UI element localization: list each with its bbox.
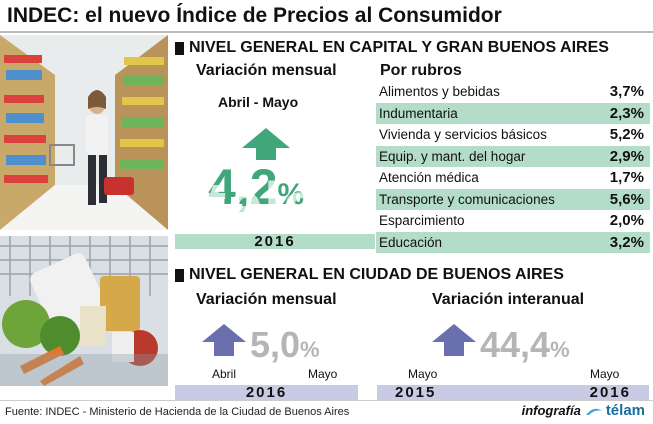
- title-divider: [0, 31, 653, 33]
- section2-header: NIVEL GENERAL EN CIUDAD DE BUENOS AIRES: [175, 266, 564, 284]
- rubro-name: Alimentos y bebidas: [379, 84, 500, 100]
- section1-period: Abril - Mayo: [218, 94, 299, 110]
- rubro-row: Educación 3,2%: [376, 231, 650, 253]
- rubro-value: 3,2%: [609, 233, 644, 251]
- section1-value-number: 4,2: [208, 159, 278, 215]
- rubro-row: Transporte y comunicaciones 5,6%: [376, 188, 650, 210]
- telam-logo-icon: [585, 408, 602, 415]
- rubro-value: 1,7%: [609, 169, 644, 187]
- watermark: télam: [205, 169, 378, 241]
- section2-annual-year-band: 2015 2016: [377, 384, 649, 401]
- rubro-value: 3,7%: [609, 83, 644, 101]
- rubro-value: 2,3%: [609, 104, 644, 122]
- rubro-value: 2,9%: [609, 147, 644, 165]
- section2-monthly-from: Abril: [212, 367, 237, 381]
- section2-annual-number: 44,4: [480, 324, 551, 365]
- section2-annual-to: Mayo: [590, 367, 620, 381]
- section1-header: NIVEL GENERAL EN CAPITAL Y GRAN BUENOS A…: [175, 39, 609, 57]
- section2-monthly-number: 5,0: [250, 324, 301, 365]
- section2-monthly-year: 2016: [245, 384, 288, 401]
- section2-annual-value: 44,4%: [480, 324, 570, 366]
- section1-up-arrow-icon: [242, 128, 290, 160]
- rubro-name: Atención médica: [379, 170, 479, 186]
- rubro-row: Esparcimiento 2,0%: [376, 210, 650, 232]
- rubro-row: Vivienda y servicios básicos 5,2%: [376, 124, 650, 146]
- rubro-value: 5,2%: [609, 126, 644, 144]
- section2-monthly-unit: %: [300, 337, 320, 362]
- supermarket-photo: [0, 35, 168, 230]
- rubros-table: Alimentos y bebidas 3,7% Indumentaria 2,3% V…: [376, 81, 650, 253]
- section2-annual-unit: %: [550, 337, 570, 362]
- credit-brand: télam: [605, 402, 645, 419]
- section1-year-band: 2016: [175, 233, 375, 250]
- rubros-title: Por rubros: [380, 62, 462, 79]
- section1-value: 4,2%: [208, 158, 304, 216]
- section2-annual-up-arrow-icon: [432, 324, 476, 356]
- section2-annual-year-from: 2015: [395, 384, 437, 401]
- rubro-row: Atención médica 1,7%: [376, 167, 650, 189]
- section2-monthly-year-band: 2016: [175, 384, 358, 401]
- section1-monthly-label: Variación mensual: [196, 62, 337, 79]
- rubro-row: Equip. y mant. del hogar 2,9%: [376, 145, 650, 167]
- page-title: INDEC: el nuevo Índice de Precios al Con…: [7, 4, 502, 27]
- section1-value-unit: %: [277, 178, 305, 211]
- credit-prefix: infografía: [521, 403, 581, 418]
- shopping-cart-photo: [0, 236, 168, 386]
- rubro-value: 5,6%: [609, 190, 644, 208]
- rubro-name: Transporte y comunicaciones: [379, 191, 555, 207]
- section1-year: 2016: [254, 233, 296, 250]
- rubro-name: Equip. y mant. del hogar: [379, 148, 526, 164]
- section1-header-text: NIVEL GENERAL EN CAPITAL Y GRAN BUENOS A…: [189, 39, 609, 56]
- rubro-name: Vivienda y servicios básicos: [379, 127, 547, 143]
- section2-monthly-label: Variación mensual: [196, 291, 337, 308]
- rubro-name: Indumentaria: [379, 105, 458, 121]
- section2-annual-label: Variación interanual: [432, 291, 585, 308]
- footer-divider: [0, 400, 653, 401]
- section2-monthly-to: Mayo: [308, 367, 338, 381]
- rubro-value: 2,0%: [609, 212, 644, 230]
- section2-bullet: [175, 268, 184, 282]
- credit: infografía télam: [522, 402, 645, 419]
- section2-monthly-value: 5,0%: [250, 324, 320, 366]
- rubro-name: Esparcimiento: [379, 213, 465, 229]
- rubro-name: Educación: [379, 234, 443, 250]
- rubro-row: Indumentaria 2,3%: [376, 102, 650, 124]
- section2-annual-year-to: 2016: [589, 384, 631, 401]
- rubro-row: Alimentos y bebidas 3,7%: [376, 81, 650, 103]
- section1-bullet: [175, 41, 184, 55]
- section2-monthly-up-arrow-icon: [202, 324, 246, 356]
- section2-annual-from: Mayo: [408, 367, 438, 381]
- source-note: Fuente: INDEC - Ministerio de Hacienda d…: [5, 406, 350, 418]
- section2-header-text: NIVEL GENERAL EN CIUDAD DE BUENOS AIRES: [189, 266, 564, 283]
